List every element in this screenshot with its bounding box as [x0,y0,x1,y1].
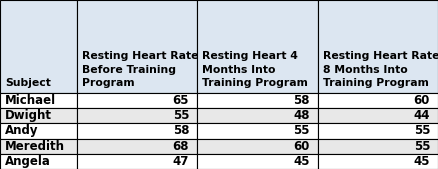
FancyBboxPatch shape [318,108,438,123]
FancyBboxPatch shape [0,139,77,154]
FancyBboxPatch shape [77,0,197,93]
Text: 47: 47 [173,155,189,168]
Text: 55: 55 [413,140,430,153]
Text: 60: 60 [414,94,430,107]
FancyBboxPatch shape [0,0,77,93]
FancyBboxPatch shape [77,93,197,108]
Text: Michael: Michael [5,94,57,107]
Text: 55: 55 [293,125,310,137]
Text: 55: 55 [413,125,430,137]
FancyBboxPatch shape [318,0,438,93]
FancyBboxPatch shape [318,123,438,139]
Text: 58: 58 [293,94,310,107]
Text: Subject: Subject [5,78,51,88]
FancyBboxPatch shape [77,154,197,169]
FancyBboxPatch shape [318,139,438,154]
Text: 58: 58 [173,125,189,137]
FancyBboxPatch shape [318,154,438,169]
Text: Resting Heart Rate
8 Months Into
Training Program: Resting Heart Rate 8 Months Into Trainin… [323,52,438,88]
Text: 45: 45 [413,155,430,168]
Text: Resting Heart 4
Months Into
Training Program: Resting Heart 4 Months Into Training Pro… [202,52,308,88]
Text: 45: 45 [293,155,310,168]
FancyBboxPatch shape [318,93,438,108]
FancyBboxPatch shape [197,154,318,169]
FancyBboxPatch shape [77,139,197,154]
FancyBboxPatch shape [197,123,318,139]
FancyBboxPatch shape [77,123,197,139]
Text: 48: 48 [293,109,310,122]
Text: 65: 65 [173,94,189,107]
Text: Meredith: Meredith [5,140,65,153]
Text: 60: 60 [293,140,310,153]
FancyBboxPatch shape [77,108,197,123]
FancyBboxPatch shape [197,0,318,93]
FancyBboxPatch shape [0,93,77,108]
Text: Angela: Angela [5,155,51,168]
FancyBboxPatch shape [197,108,318,123]
Text: 55: 55 [173,109,189,122]
FancyBboxPatch shape [0,108,77,123]
Text: 44: 44 [413,109,430,122]
FancyBboxPatch shape [197,93,318,108]
FancyBboxPatch shape [0,154,77,169]
Text: Resting Heart Rate
Before Training
Program: Resting Heart Rate Before Training Progr… [82,52,198,88]
Text: 68: 68 [173,140,189,153]
FancyBboxPatch shape [0,123,77,139]
FancyBboxPatch shape [197,139,318,154]
Text: Dwight: Dwight [5,109,52,122]
Text: Andy: Andy [5,125,39,137]
